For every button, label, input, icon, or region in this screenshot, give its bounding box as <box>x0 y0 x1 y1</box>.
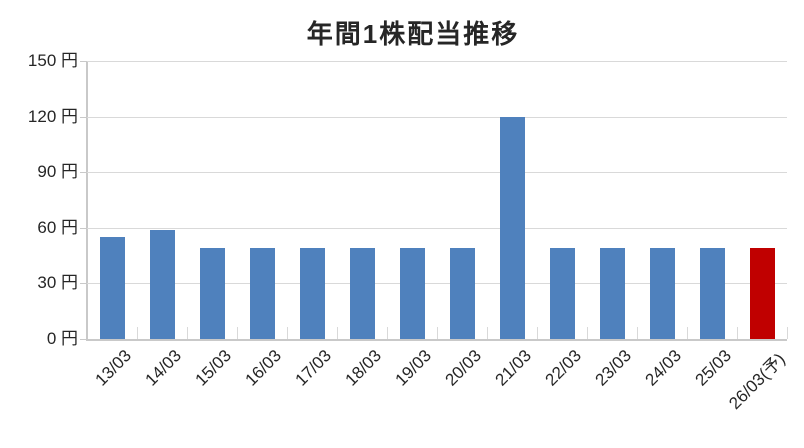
x-axis-tick-10 <box>587 327 588 339</box>
y-tick-label-0: 0 円 <box>46 329 78 348</box>
bar-20/03 <box>449 248 475 339</box>
bar-17/03 <box>299 248 325 339</box>
x-tick-label-19/03: 19/03 <box>391 346 436 390</box>
x-axis-tick-3 <box>237 327 238 339</box>
x-axis-tick-7 <box>437 327 438 339</box>
x-tick-label-15/03: 15/03 <box>191 346 236 390</box>
y-axis-tick-120 <box>80 116 87 118</box>
bar-13/03 <box>99 237 125 339</box>
x-tick-label-18/03: 18/03 <box>341 346 386 390</box>
bar-15/03 <box>199 248 225 339</box>
y-axis-tick-150 <box>80 61 87 62</box>
bar-16/03 <box>249 248 275 339</box>
bar-21/03 <box>499 116 525 339</box>
gridline-90 <box>87 172 787 174</box>
x-axis-tick-5 <box>337 327 338 339</box>
y-tick-label-120: 120 円 <box>27 106 78 126</box>
x-axis-tick-9 <box>537 327 538 339</box>
y-axis-tick-60 <box>80 227 87 229</box>
gridline-30 <box>87 283 787 285</box>
bar-14/03 <box>149 229 175 339</box>
y-axis-tick-30 <box>80 283 87 285</box>
y-axis-tick-0 <box>80 339 87 340</box>
gridline-150 <box>87 61 787 62</box>
bar-18/03 <box>349 248 375 339</box>
x-axis-tick-13 <box>737 327 738 339</box>
y-tick-label-30: 30 円 <box>37 273 78 293</box>
gridline-120 <box>87 116 787 118</box>
bar-23/03 <box>599 248 625 339</box>
y-tick-label-90: 90 円 <box>37 162 78 182</box>
y-axis-tick-90 <box>80 172 87 174</box>
x-axis-tick-2 <box>187 327 188 339</box>
x-axis-tick-6 <box>387 327 388 339</box>
y-axis <box>86 61 88 340</box>
x-tick-label-21/03: 21/03 <box>491 346 536 390</box>
x-axis-tick-14 <box>787 327 788 339</box>
x-tick-label-25/03: 25/03 <box>691 346 736 390</box>
x-tick-label-13/03: 13/03 <box>91 346 136 390</box>
chart-title: 年間1株配当推移 <box>306 19 520 49</box>
x-tick-label-24/03: 24/03 <box>641 346 686 390</box>
bar-26/03(予) <box>749 248 775 339</box>
bar-24/03 <box>649 248 675 339</box>
x-axis-tick-4 <box>287 327 288 339</box>
x-axis-tick-8 <box>487 327 488 339</box>
y-tick-label-60: 60 円 <box>37 217 78 237</box>
x-axis-tick-11 <box>637 327 638 339</box>
x-tick-label-22/03: 22/03 <box>541 346 586 390</box>
bar-22/03 <box>549 248 575 339</box>
x-axis <box>86 339 787 341</box>
x-tick-label-23/03: 23/03 <box>591 346 636 390</box>
x-axis-tick-12 <box>687 327 688 339</box>
gridline-60 <box>87 227 787 229</box>
x-tick-label-16/03: 16/03 <box>241 346 286 390</box>
x-axis-tick-1 <box>137 327 138 339</box>
bar-19/03 <box>399 248 425 339</box>
bar-25/03 <box>699 248 725 339</box>
x-tick-label-14/03: 14/03 <box>141 346 186 390</box>
y-tick-label-150: 150 円 <box>27 51 78 70</box>
x-tick-label-17/03: 17/03 <box>291 346 336 390</box>
x-tick-label-20/03: 20/03 <box>441 346 486 390</box>
